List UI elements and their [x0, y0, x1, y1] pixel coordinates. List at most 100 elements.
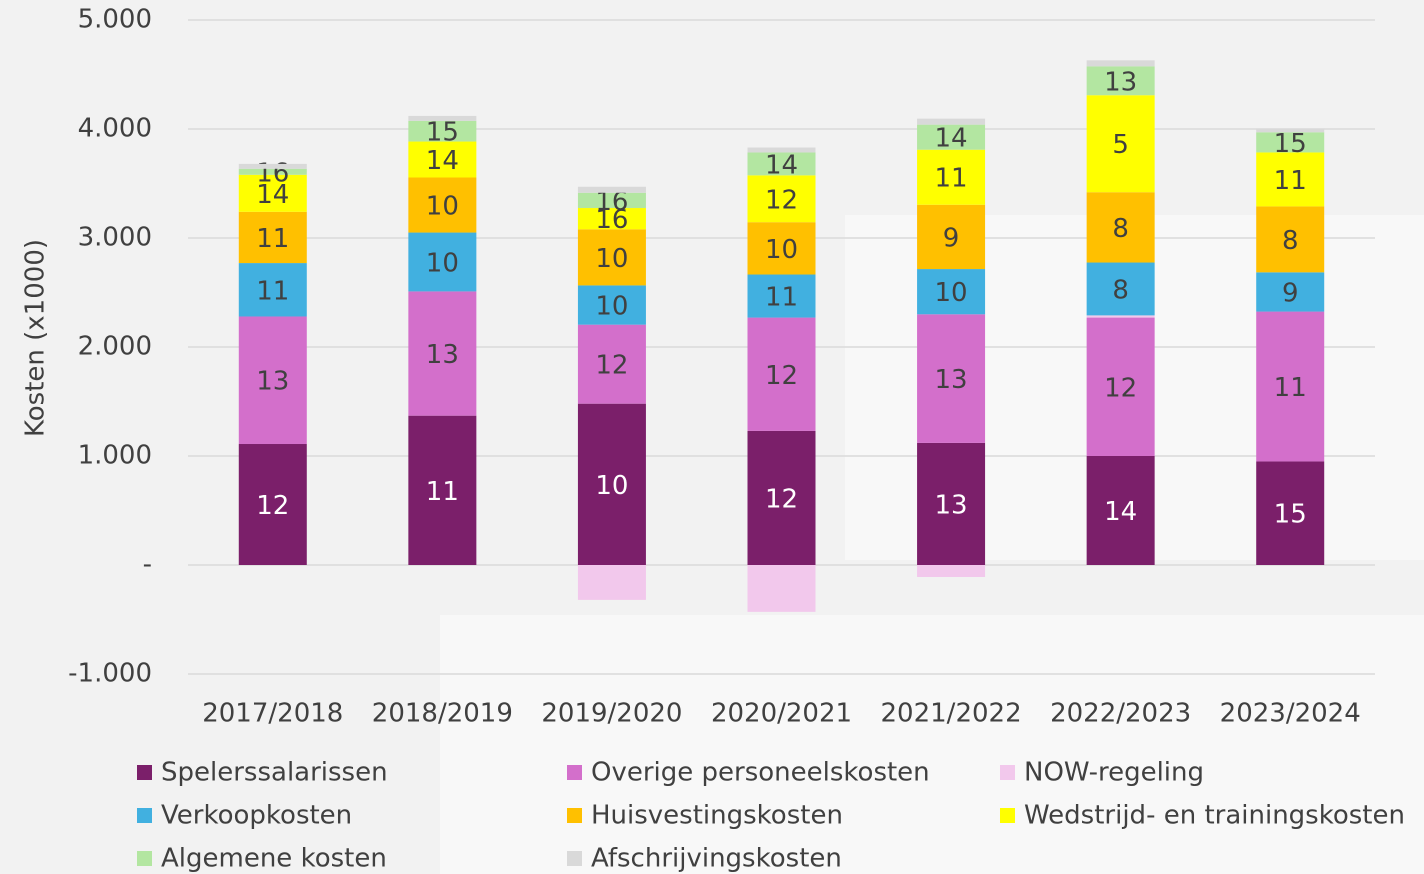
segment-label: 13 — [426, 340, 459, 370]
bar-segment — [747, 222, 816, 275]
segment-label: 15 — [426, 118, 459, 148]
x-tick-label: 2021/2022 — [881, 699, 1022, 729]
bar-segment — [917, 565, 986, 577]
bar-segment — [577, 186, 646, 193]
segment-label: 9 — [1282, 278, 1299, 308]
legend-label: Algemene kosten — [161, 844, 387, 874]
x-tick-label: 2022/2023 — [1050, 699, 1191, 729]
bar-segment — [1086, 192, 1155, 263]
bar-segment — [1086, 60, 1155, 67]
bar-segment — [917, 118, 986, 125]
bar-segment — [747, 430, 816, 565]
segment-label: 12 — [1104, 373, 1137, 403]
segment-label: 15 — [1274, 500, 1307, 530]
bar-segment — [917, 124, 986, 150]
segment-label: 12 — [256, 491, 289, 521]
bar-segment — [577, 208, 646, 230]
bar-segment — [408, 232, 477, 292]
segment-label: 8 — [1282, 226, 1299, 256]
bar-segment — [1256, 272, 1325, 312]
segment-label: 16 — [256, 158, 289, 188]
bar-segment — [747, 175, 816, 223]
bar-segment — [577, 285, 646, 325]
bar-segment — [1256, 128, 1325, 133]
x-tick-label: 2020/2021 — [711, 699, 852, 729]
bar-segment — [747, 565, 816, 612]
bar-segment — [238, 168, 307, 175]
legend-swatch — [567, 808, 582, 823]
bar-segment — [577, 192, 646, 209]
segment-label: 5 — [1112, 130, 1129, 160]
legend-label: Spelerssalarissen — [161, 758, 388, 788]
bar-segment — [238, 444, 307, 565]
bar-segment — [238, 174, 307, 212]
segment-label: 15 — [1274, 129, 1307, 159]
bar-segment — [1256, 311, 1325, 462]
bar-segment — [238, 316, 307, 445]
segment-label: 13 — [256, 367, 289, 397]
segment-label: 13 — [1104, 67, 1137, 97]
bar-segment — [747, 147, 816, 153]
segment-label: 10 — [595, 292, 628, 322]
legend-swatch — [137, 808, 152, 823]
y-axis-title: Kosten (x1000) — [21, 239, 51, 437]
bar-segment — [408, 120, 477, 142]
x-tick-label: 2023/2024 — [1220, 699, 1361, 729]
segment-label: 12 — [765, 361, 798, 391]
legend-label: NOW-regeling — [1024, 758, 1204, 788]
segment-label: 10 — [426, 192, 459, 222]
segment-label: 14 — [256, 180, 289, 210]
segment-label: 10 — [595, 471, 628, 501]
legend-swatch — [1000, 765, 1015, 780]
bar-segment — [238, 263, 307, 317]
segment-label: 14 — [1104, 497, 1137, 527]
bar-segment — [747, 152, 816, 176]
legend-label: Verkoopkosten — [161, 801, 352, 831]
bar-segment — [917, 314, 986, 443]
segment-label: 10 — [935, 278, 968, 308]
y-tick-label: 1.000 — [78, 441, 152, 471]
legend-swatch — [137, 851, 152, 866]
y-tick-label: 5.000 — [78, 5, 152, 35]
bar-segment — [408, 177, 477, 233]
bar-segment — [238, 211, 307, 264]
segment-label: 11 — [426, 477, 459, 507]
bar-segment — [1086, 456, 1155, 565]
y-tick-label: 3.000 — [78, 223, 152, 253]
bar-segment — [747, 317, 816, 431]
legend-label: Overige personeelskosten — [591, 758, 930, 788]
legend-label: Wedstrijd- en trainingskosten — [1024, 801, 1405, 831]
x-tick-label: 2019/2020 — [541, 699, 682, 729]
segment-label: 14 — [765, 150, 798, 180]
segment-label: 9 — [943, 223, 960, 253]
y-tick-label: -1.000 — [68, 659, 152, 689]
bar-segment — [1086, 95, 1155, 193]
segment-label: 10 — [595, 244, 628, 274]
bar-segment — [1086, 317, 1155, 456]
bar-segment — [917, 149, 986, 205]
bar-segment — [917, 269, 986, 315]
bar-segment — [1256, 461, 1325, 565]
segment-label: 12 — [765, 185, 798, 215]
bar-segment — [1256, 206, 1325, 273]
bar-segment — [238, 163, 307, 169]
bar-segment — [408, 415, 477, 565]
y-tick-label: 2.000 — [78, 332, 152, 362]
legend-swatch — [137, 765, 152, 780]
bar-segment — [1086, 262, 1155, 316]
segment-label: 11 — [1274, 373, 1307, 403]
bar-segment — [917, 204, 986, 270]
bar-segment — [1086, 315, 1155, 318]
segment-label: 13 — [935, 365, 968, 395]
y-tick-label: 4.000 — [78, 114, 152, 144]
segment-label: 8 — [1112, 275, 1129, 305]
bar-segment — [577, 403, 646, 565]
legend-swatch — [1000, 808, 1015, 823]
legend-swatch — [567, 765, 582, 780]
segment-label: 13 — [935, 490, 968, 520]
legend-swatch — [567, 851, 582, 866]
bar-segment — [1256, 152, 1325, 207]
segment-label: 14 — [935, 124, 968, 154]
y-tick-label: - — [143, 550, 152, 580]
